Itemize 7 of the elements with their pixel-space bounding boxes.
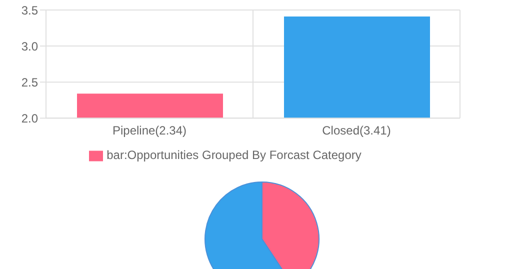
x-tick-label: Pipeline(2.34)	[112, 124, 187, 138]
y-tick-label: 3.5	[21, 3, 38, 18]
y-tick-label: 2.5	[21, 75, 38, 90]
y-tick-label: 2.0	[21, 111, 38, 126]
x-tick-label: Closed(3.41)	[322, 124, 391, 138]
y-tick-label: 3.0	[21, 39, 38, 54]
legend-label: bar:Opportunities Grouped By Forcast Category	[106, 148, 362, 162]
